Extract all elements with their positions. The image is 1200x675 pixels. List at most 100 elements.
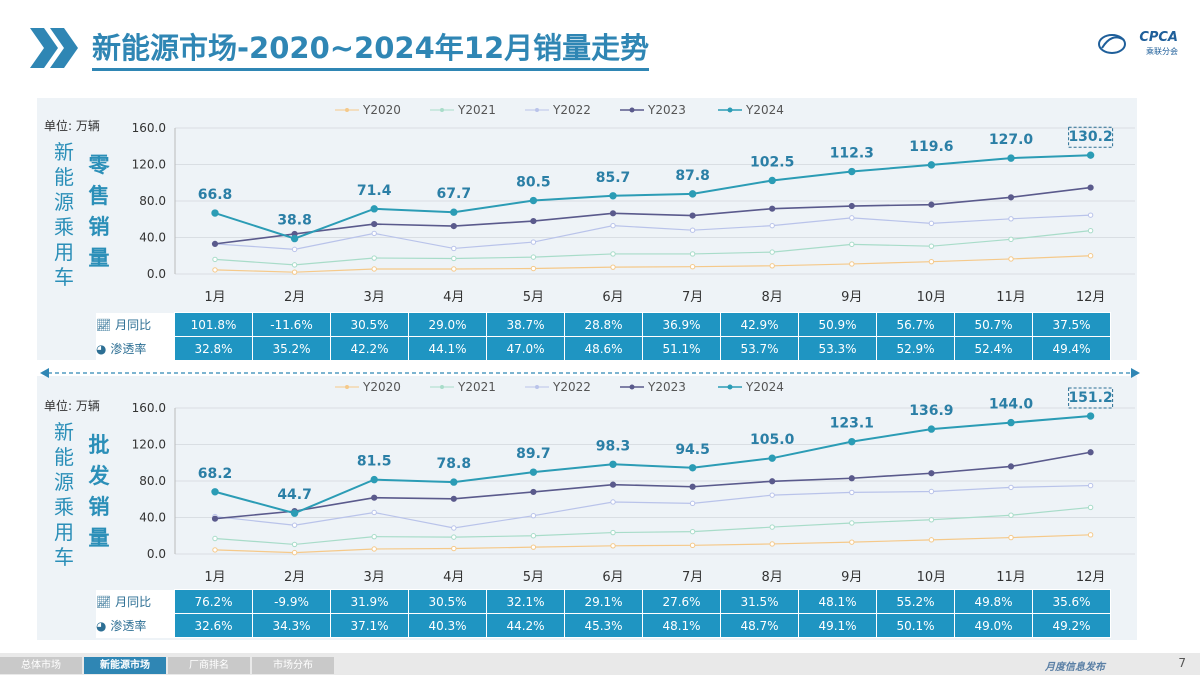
wholesale-data-label: 89.7 xyxy=(516,446,551,462)
wholesale-yoy-cell: 29.1% xyxy=(564,589,643,614)
wholesale-point-Y2024 xyxy=(450,478,458,486)
retail-penetration-cell: 42.2% xyxy=(330,336,409,361)
retail-point-Y2021 xyxy=(212,256,218,263)
wholesale-ytick-label: 160.0 xyxy=(132,401,166,415)
retail-point-Y2021 xyxy=(849,241,855,248)
retail-side-char: 源 xyxy=(54,190,74,214)
wholesale-yoy-cell: 30.5% xyxy=(408,589,487,614)
retail-point-Y2023 xyxy=(211,240,219,247)
retail-ytick-label: 40.0 xyxy=(139,231,166,245)
wholesale-side-char: 乘 xyxy=(54,495,74,519)
wholesale-point-Y2022 xyxy=(769,492,775,498)
retail-data-label: 130.2 xyxy=(1068,129,1112,145)
retail-legend-label: Y2021 xyxy=(457,103,496,117)
wholesale-legend-label: Y2020 xyxy=(362,380,401,394)
retail-yoy-cell: 42.9% xyxy=(720,312,799,337)
footer-tab[interactable]: 厂商排名 xyxy=(168,657,250,674)
wholesale-xtick-label: 7月 xyxy=(682,570,703,585)
retail-point-Y2022 xyxy=(849,215,855,221)
wholesale-type-char: 销 xyxy=(88,495,110,519)
wholesale-point-Y2023 xyxy=(1007,463,1015,470)
retail-yoy-cell: 50.7% xyxy=(954,312,1033,337)
retail-point-Y2022 xyxy=(689,227,696,233)
retail-point-Y2020 xyxy=(689,264,696,270)
wholesale-legend-label: Y2022 xyxy=(552,380,591,394)
wholesale-ytick-label: 120.0 xyxy=(132,438,166,452)
retail-yoy-cell: 38.7% xyxy=(486,312,565,337)
wholesale-legend-marker xyxy=(345,385,349,389)
wholesale-point-Y2024 xyxy=(1086,412,1095,420)
wholesale-point-Y2022 xyxy=(1087,482,1094,489)
wholesale-data-label: 144.0 xyxy=(989,397,1034,413)
wholesale-point-Y2021 xyxy=(291,541,298,548)
wholesale-penetration-cell: 49.2% xyxy=(1032,613,1111,638)
page-title: 新能源市场-2020~2024年12月销量走势 xyxy=(92,30,650,71)
retail-yoy-cell: 56.7% xyxy=(876,312,955,337)
wholesale-penetration-cell: 32.6% xyxy=(174,613,253,638)
retail-xtick-label: 6月 xyxy=(602,290,623,305)
double-chevron-icon xyxy=(30,28,78,68)
wholesale-point-Y2022 xyxy=(928,488,935,495)
footer-tab[interactable]: 市场分布 xyxy=(252,657,334,674)
wholesale-ytick-label: 40.0 xyxy=(139,511,166,525)
retail-point-Y2020 xyxy=(1008,256,1014,262)
retail-penetration-cell: 52.9% xyxy=(876,336,955,361)
retail-penetration-cell: 53.7% xyxy=(720,336,799,361)
wholesale-unit-label: 单位: 万辆 xyxy=(44,399,100,413)
retail-point-Y2022 xyxy=(610,222,616,229)
wholesale-point-Y2024 xyxy=(290,509,299,517)
wholesale-penetration-cell: 49.1% xyxy=(798,613,877,638)
retail-data-label: 112.3 xyxy=(830,146,874,162)
retail-point-Y2024 xyxy=(927,161,936,169)
footer-tab[interactable]: 新能源市场 xyxy=(84,657,166,674)
wholesale-point-Y2023 xyxy=(1087,449,1094,456)
retail-point-Y2024 xyxy=(688,190,697,198)
wholesale-point-Y2020 xyxy=(1087,532,1094,538)
retail-point-Y2022 xyxy=(928,220,935,227)
retail-unit-label: 单位: 万辆 xyxy=(44,119,100,133)
wholesale-data-label: 151.2 xyxy=(1068,390,1112,406)
retail-xtick-label: 2月 xyxy=(284,290,305,305)
retail-side-label: 新能源乘用车 xyxy=(52,140,76,290)
retail-penetration-cell: 35.2% xyxy=(252,336,331,361)
wholesale-data-label: 78.8 xyxy=(437,456,472,472)
retail-yoy-cell: 101.8% xyxy=(174,312,253,337)
wholesale-legend-label: Y2024 xyxy=(745,380,784,394)
wholesale-data-label: 105.0 xyxy=(750,432,795,448)
wholesale-point-Y2020 xyxy=(1008,534,1014,541)
retail-data-label: 87.8 xyxy=(675,168,710,184)
wholesale-point-Y2023 xyxy=(530,488,537,496)
retail-point-Y2020 xyxy=(849,261,855,267)
retail-point-Y2024 xyxy=(1086,151,1095,159)
wholesale-point-Y2023 xyxy=(211,515,219,522)
wholesale-point-Y2023 xyxy=(689,483,696,490)
retail-point-Y2021 xyxy=(451,255,457,262)
wholesale-stats-table: 📈︎ 月同比 76.2% -9.9% 31.9% 30.5% 32.1% 29.1% 27.… xyxy=(96,589,1111,638)
wholesale-penetration-cell: 50.1% xyxy=(876,613,955,638)
retail-point-Y2022 xyxy=(291,246,298,253)
wholesale-type-label: 批发销量 xyxy=(86,430,112,554)
logo-subtext: 乘联分会 xyxy=(1146,47,1178,56)
wholesale-side-char: 用 xyxy=(54,520,74,544)
retail-penetration-cell: 52.4% xyxy=(954,336,1033,361)
wholesale-penetration-cell: 45.3% xyxy=(564,613,643,638)
cpca-logo-icon xyxy=(1098,34,1126,54)
wholesale-point-Y2024 xyxy=(609,460,617,469)
wholesale-side-char: 能 xyxy=(54,445,74,469)
retail-penetration-cell: 49.4% xyxy=(1032,336,1111,361)
wholesale-yoy-cell: 27.6% xyxy=(642,589,721,614)
wholesale-point-Y2020 xyxy=(530,544,537,550)
wholesale-xtick-label: 8月 xyxy=(762,570,783,585)
retail-ytick-label: 160.0 xyxy=(132,121,166,135)
wholesale-penetration-cell: 40.3% xyxy=(408,613,487,638)
retail-data-label: 71.4 xyxy=(357,183,392,199)
retail-point-Y2023 xyxy=(689,212,696,219)
wholesale-point-Y2021 xyxy=(1087,504,1094,511)
retail-type-label: 零售销量 xyxy=(86,150,112,274)
wholesale-point-Y2020 xyxy=(212,547,218,553)
retail-point-Y2022 xyxy=(1087,212,1094,218)
retail-xtick-label: 7月 xyxy=(682,290,703,305)
retail-point-Y2020 xyxy=(371,266,377,272)
footer-tab[interactable]: 总体市场 xyxy=(0,657,82,674)
wholesale-xtick-label: 1月 xyxy=(204,570,225,585)
